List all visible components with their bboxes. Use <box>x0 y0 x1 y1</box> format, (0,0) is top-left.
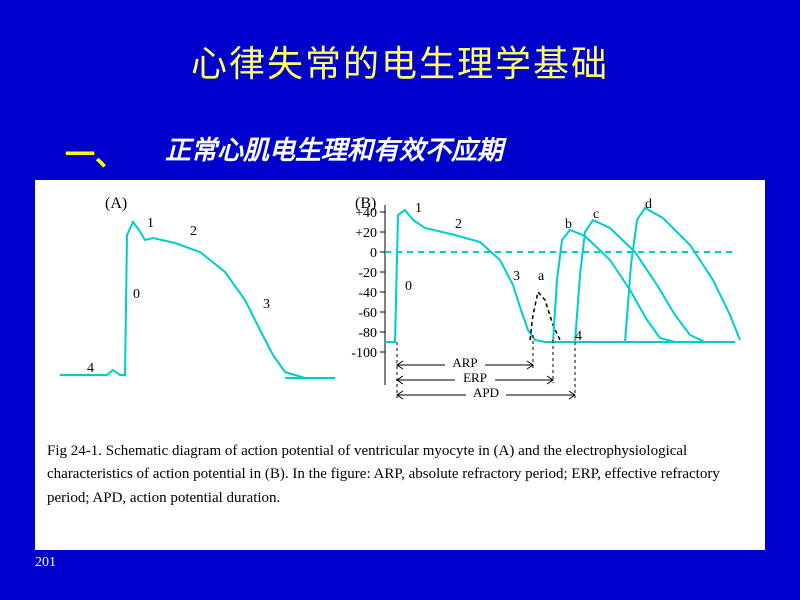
svg-text:b: b <box>565 217 572 232</box>
svg-text:-60: -60 <box>358 306 377 321</box>
action-potential-diagram: (A)01234(B)+40+200-20-40-60-80-100abcd01… <box>35 180 765 435</box>
section-title: 正常心肌电生理和有效不应期 <box>165 130 503 167</box>
svg-text:0: 0 <box>370 246 377 261</box>
svg-text:1: 1 <box>415 201 422 216</box>
slide-title: 心律失常的电生理学基础 <box>0 35 800 87</box>
svg-text:4: 4 <box>87 361 94 376</box>
figure-caption: Fig 24-1. Schematic diagram of action po… <box>47 440 753 510</box>
svg-text:0: 0 <box>405 279 412 294</box>
svg-text:+20: +20 <box>355 226 377 241</box>
svg-text:c: c <box>593 207 599 222</box>
svg-text:1: 1 <box>147 216 154 231</box>
svg-text:-40: -40 <box>358 286 377 301</box>
date-stub: 201 <box>35 555 56 571</box>
section-number: 一、 <box>65 130 125 174</box>
svg-text:(A): (A) <box>105 195 127 212</box>
svg-text:0: 0 <box>133 287 140 302</box>
svg-text:-80: -80 <box>358 326 377 341</box>
svg-text:+40: +40 <box>355 206 377 221</box>
svg-text:d: d <box>645 197 652 212</box>
svg-text:2: 2 <box>455 217 462 232</box>
svg-text:ERP: ERP <box>463 370 487 385</box>
svg-text:-100: -100 <box>351 346 377 361</box>
svg-text:3: 3 <box>513 269 520 284</box>
svg-text:APD: APD <box>473 385 499 400</box>
svg-text:a: a <box>538 269 545 284</box>
svg-text:4: 4 <box>575 329 582 344</box>
svg-text:2: 2 <box>190 224 197 239</box>
svg-text:-20: -20 <box>358 266 377 281</box>
figure-panel: (A)01234(B)+40+200-20-40-60-80-100abcd01… <box>35 180 765 550</box>
svg-text:ARP: ARP <box>452 355 477 370</box>
svg-text:3: 3 <box>263 297 270 312</box>
